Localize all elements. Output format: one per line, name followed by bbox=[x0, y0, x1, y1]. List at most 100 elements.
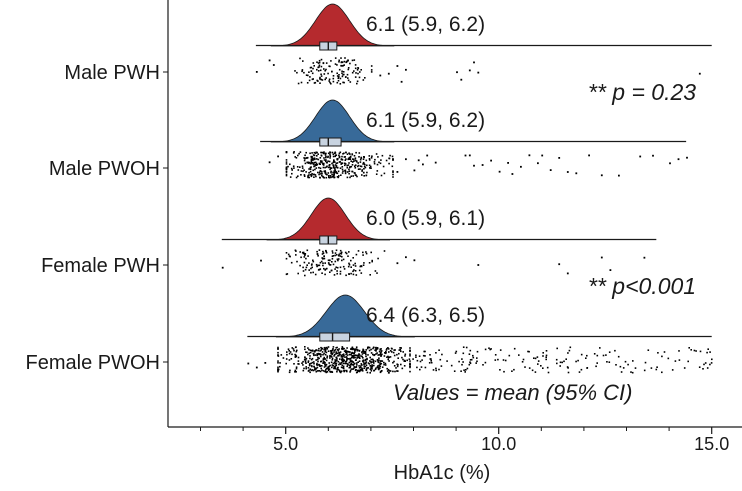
data-point bbox=[302, 251, 305, 254]
data-point bbox=[362, 254, 364, 256]
data-point bbox=[585, 357, 587, 359]
data-point bbox=[362, 350, 364, 352]
data-point bbox=[288, 359, 291, 361]
data-point bbox=[323, 366, 326, 368]
data-point bbox=[400, 350, 402, 353]
data-point bbox=[348, 273, 350, 275]
data-point bbox=[709, 351, 711, 353]
data-point bbox=[319, 370, 322, 373]
data-point bbox=[328, 368, 331, 370]
data-point bbox=[348, 162, 350, 164]
data-point bbox=[341, 346, 344, 348]
data-point bbox=[416, 366, 418, 369]
data-point bbox=[308, 168, 310, 170]
data-point bbox=[424, 366, 427, 369]
data-point bbox=[296, 260, 298, 263]
data-point bbox=[379, 348, 382, 350]
data-point bbox=[586, 367, 588, 369]
data-point bbox=[463, 369, 465, 371]
data-point bbox=[312, 352, 315, 355]
data-point bbox=[320, 360, 322, 363]
y-label-0: Male PWH bbox=[64, 62, 160, 84]
data-point bbox=[379, 162, 382, 165]
data-point bbox=[396, 171, 399, 173]
data-point bbox=[319, 170, 321, 172]
text-layer: ** p = 0.23 ** p<0.001 Values = mean (95… bbox=[393, 79, 696, 484]
data-point bbox=[346, 358, 348, 360]
data-point bbox=[400, 347, 402, 349]
data-point bbox=[318, 249, 321, 251]
data-point bbox=[409, 347, 411, 349]
data-point bbox=[294, 369, 297, 372]
data-point bbox=[324, 78, 326, 81]
data-point bbox=[462, 361, 464, 363]
data-point bbox=[268, 161, 271, 164]
data-point bbox=[678, 359, 681, 361]
data-point bbox=[330, 356, 333, 358]
data-point bbox=[358, 356, 361, 358]
data-point bbox=[348, 172, 350, 175]
data-point bbox=[545, 356, 547, 358]
data-point bbox=[430, 360, 432, 362]
data-point bbox=[328, 78, 331, 81]
data-point bbox=[336, 266, 339, 269]
data-point bbox=[354, 262, 356, 265]
data-point bbox=[339, 249, 342, 252]
data-point bbox=[317, 356, 319, 359]
data-point bbox=[364, 351, 367, 353]
data-point bbox=[316, 163, 318, 166]
data-point bbox=[468, 69, 471, 72]
data-point bbox=[279, 362, 281, 364]
data-point bbox=[464, 154, 467, 157]
data-point bbox=[333, 355, 335, 357]
data-point bbox=[328, 166, 331, 168]
data-point bbox=[309, 368, 312, 370]
data-point bbox=[375, 350, 377, 352]
data-point bbox=[342, 64, 344, 67]
data-point bbox=[404, 353, 407, 356]
data-point bbox=[355, 160, 358, 162]
data-point bbox=[371, 367, 373, 370]
data-point bbox=[317, 269, 320, 271]
data-point bbox=[340, 57, 342, 59]
data-point bbox=[349, 62, 351, 65]
data-point bbox=[393, 360, 395, 363]
data-point bbox=[368, 164, 371, 167]
data-point bbox=[366, 357, 368, 360]
data-point bbox=[247, 362, 250, 365]
data-point bbox=[324, 349, 327, 351]
data-point bbox=[300, 81, 303, 84]
data-point bbox=[537, 162, 539, 165]
data-point bbox=[332, 75, 335, 77]
data-point bbox=[325, 359, 328, 362]
data-point bbox=[310, 166, 312, 168]
data-point bbox=[391, 165, 394, 168]
data-point bbox=[309, 371, 311, 374]
data-point bbox=[695, 350, 697, 352]
data-point bbox=[354, 362, 356, 365]
data-point bbox=[360, 369, 362, 372]
data-point bbox=[424, 355, 426, 357]
data-point bbox=[296, 349, 298, 352]
data-point bbox=[282, 357, 285, 359]
data-point bbox=[314, 152, 317, 155]
data-point bbox=[325, 159, 327, 161]
data-point bbox=[307, 367, 310, 369]
data-point bbox=[318, 64, 321, 67]
data-point bbox=[454, 352, 457, 354]
data-point bbox=[313, 369, 316, 371]
data-point bbox=[482, 364, 484, 366]
annotation-2: 6.0 (5.9, 6.1) bbox=[366, 207, 485, 230]
data-point bbox=[703, 363, 705, 366]
data-point bbox=[379, 367, 381, 369]
data-point bbox=[293, 349, 295, 352]
data-point bbox=[521, 361, 524, 363]
data-point bbox=[534, 371, 537, 373]
data-point bbox=[364, 163, 366, 166]
data-point bbox=[318, 364, 321, 366]
data-point bbox=[349, 351, 351, 353]
data-point bbox=[294, 356, 297, 358]
data-point bbox=[419, 360, 422, 363]
data-point bbox=[318, 61, 321, 64]
data-point bbox=[346, 359, 348, 361]
